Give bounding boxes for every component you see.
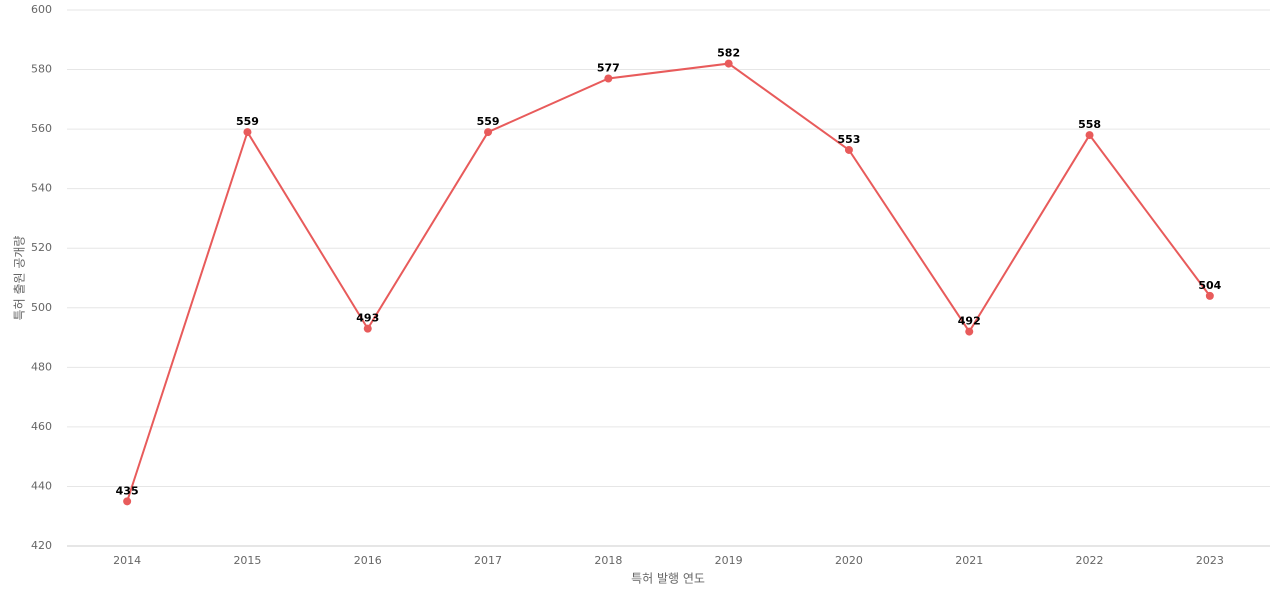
x-axis-label: 특허 발행 연도 xyxy=(631,571,705,586)
y-tick-label: 460 xyxy=(31,420,52,433)
y-tick-label: 540 xyxy=(31,182,52,195)
x-tick-label: 2023 xyxy=(1196,554,1224,567)
x-tick-label: 2021 xyxy=(955,554,983,567)
value-label: 435 xyxy=(116,484,139,497)
point xyxy=(363,324,372,333)
value-label: 559 xyxy=(236,115,259,128)
point xyxy=(724,59,733,68)
value-label: 582 xyxy=(717,47,740,60)
y-tick-label: 480 xyxy=(31,360,52,373)
x-tick-label: 2016 xyxy=(354,554,382,567)
y-tick-label: 440 xyxy=(31,479,52,492)
y-tick-label: 580 xyxy=(31,63,52,76)
x-tick-label: 2017 xyxy=(474,554,502,567)
point xyxy=(123,497,132,506)
value-label: 558 xyxy=(1078,118,1101,131)
value-label: 504 xyxy=(1198,279,1221,292)
x-tick-label: 2018 xyxy=(594,554,622,567)
x-tick-label: 2019 xyxy=(715,554,743,567)
point xyxy=(604,74,613,83)
point xyxy=(1205,291,1214,300)
y-tick-label: 500 xyxy=(31,301,52,314)
value-label: 559 xyxy=(477,115,500,128)
y-tick-label: 420 xyxy=(31,539,52,552)
value-label: 492 xyxy=(958,315,981,328)
value-label: 553 xyxy=(837,133,860,146)
y-tick-label: 520 xyxy=(31,241,52,254)
x-tick-label: 2015 xyxy=(233,554,261,567)
y-axis-label: 특허 출원 공개량 xyxy=(13,236,27,321)
y-tick-label: 600 xyxy=(31,3,52,16)
x-tick-label: 2014 xyxy=(113,554,141,567)
value-label: 577 xyxy=(597,61,620,74)
line xyxy=(126,62,1211,502)
value-label: 493 xyxy=(356,312,379,325)
x-tick-label: 2022 xyxy=(1076,554,1104,567)
point xyxy=(844,145,853,154)
point xyxy=(484,128,493,137)
y-tick-label: 560 xyxy=(31,122,52,135)
point xyxy=(965,327,974,336)
point xyxy=(1085,131,1094,140)
point xyxy=(243,128,252,137)
x-tick-label: 2020 xyxy=(835,554,863,567)
